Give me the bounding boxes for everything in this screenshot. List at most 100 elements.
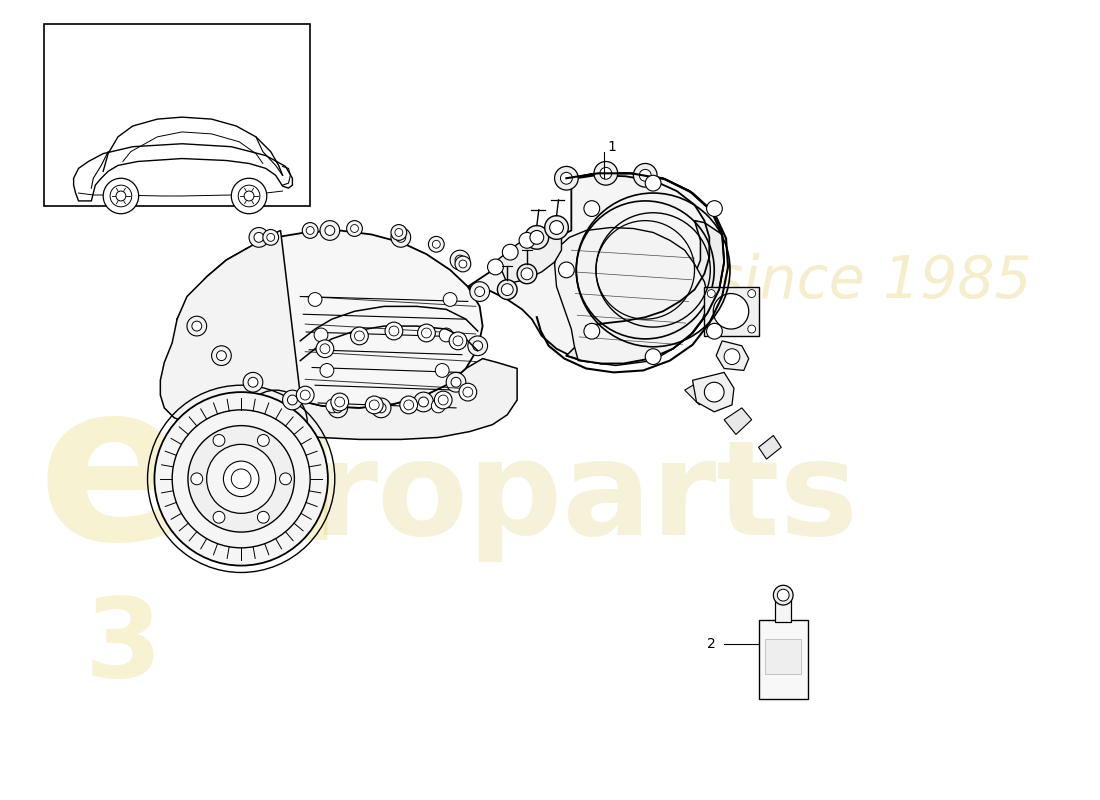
Circle shape (390, 227, 410, 247)
Circle shape (191, 473, 202, 485)
Text: since 1985: since 1985 (713, 254, 1031, 310)
Polygon shape (468, 174, 724, 363)
Circle shape (249, 378, 257, 387)
Circle shape (389, 326, 399, 336)
Circle shape (302, 222, 318, 238)
Circle shape (244, 191, 254, 201)
Circle shape (517, 264, 537, 284)
Polygon shape (497, 222, 561, 284)
Text: 1: 1 (608, 140, 617, 154)
Circle shape (443, 293, 456, 306)
Circle shape (639, 170, 651, 182)
Circle shape (453, 336, 463, 346)
Circle shape (399, 396, 418, 414)
Circle shape (188, 426, 295, 532)
Circle shape (287, 395, 297, 405)
Circle shape (447, 373, 466, 392)
Circle shape (438, 395, 448, 405)
Circle shape (470, 282, 490, 302)
Circle shape (231, 178, 267, 214)
Polygon shape (177, 319, 517, 439)
Circle shape (296, 386, 315, 404)
Polygon shape (554, 227, 710, 366)
Circle shape (328, 398, 348, 418)
Circle shape (346, 221, 362, 236)
Circle shape (432, 240, 440, 248)
Circle shape (239, 185, 260, 207)
Circle shape (315, 328, 328, 342)
Circle shape (243, 373, 263, 392)
Text: roparts: roparts (314, 435, 859, 562)
Circle shape (436, 363, 449, 378)
Circle shape (706, 323, 723, 339)
Circle shape (331, 393, 349, 411)
Circle shape (191, 321, 201, 331)
Circle shape (231, 469, 251, 489)
Circle shape (559, 262, 574, 278)
Circle shape (428, 236, 444, 252)
Circle shape (748, 290, 756, 298)
Circle shape (110, 185, 132, 207)
Circle shape (439, 328, 453, 342)
Text: eu: eu (37, 372, 346, 586)
Circle shape (316, 340, 333, 358)
Circle shape (561, 172, 572, 184)
Circle shape (525, 226, 549, 250)
Circle shape (594, 162, 617, 185)
Circle shape (503, 244, 518, 260)
Bar (759, 620, 807, 698)
Circle shape (376, 403, 386, 413)
Circle shape (707, 290, 715, 298)
Circle shape (550, 221, 563, 234)
Circle shape (320, 221, 340, 240)
Circle shape (449, 332, 466, 350)
Circle shape (283, 390, 302, 410)
Circle shape (187, 316, 207, 336)
Circle shape (254, 233, 264, 242)
Bar (776, 600, 791, 622)
Circle shape (372, 398, 390, 418)
Circle shape (450, 250, 470, 270)
Circle shape (103, 178, 139, 214)
Circle shape (475, 286, 485, 297)
Circle shape (502, 284, 514, 295)
Bar (766, 639, 801, 674)
Circle shape (713, 294, 749, 329)
Circle shape (487, 259, 504, 275)
Circle shape (267, 234, 275, 242)
Circle shape (463, 387, 473, 397)
Polygon shape (74, 144, 293, 201)
Circle shape (459, 383, 476, 401)
Circle shape (584, 201, 600, 217)
Bar (44, 23, 310, 206)
Circle shape (473, 341, 483, 350)
Circle shape (365, 396, 383, 414)
Circle shape (431, 399, 446, 413)
Circle shape (600, 167, 612, 179)
Circle shape (370, 400, 379, 410)
Circle shape (554, 166, 579, 190)
Circle shape (263, 230, 278, 246)
Polygon shape (724, 408, 751, 434)
Circle shape (249, 227, 268, 247)
Circle shape (154, 392, 328, 566)
Circle shape (354, 331, 364, 341)
Circle shape (773, 586, 793, 605)
Circle shape (279, 473, 292, 485)
Circle shape (419, 397, 428, 407)
Circle shape (544, 216, 569, 239)
Circle shape (395, 229, 403, 236)
Circle shape (326, 399, 340, 413)
Circle shape (390, 225, 407, 240)
Polygon shape (716, 341, 749, 370)
Circle shape (351, 225, 359, 233)
Circle shape (351, 327, 369, 345)
Circle shape (385, 322, 403, 340)
Circle shape (324, 226, 334, 235)
Bar (704, 286, 759, 336)
Circle shape (418, 324, 436, 342)
Circle shape (217, 350, 227, 361)
Circle shape (223, 461, 258, 497)
Circle shape (459, 260, 466, 268)
Circle shape (748, 325, 756, 333)
